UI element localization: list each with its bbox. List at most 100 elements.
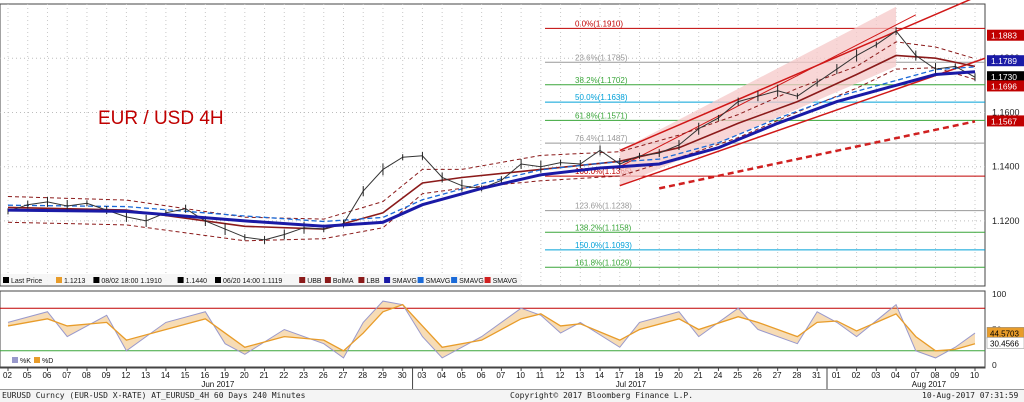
channel-lower-line — [619, 57, 986, 187]
day-tick-label: 20 — [674, 371, 683, 380]
eurusd-chart: 1.12001.14001.16001.18000.0%(1.1910)23.6… — [0, 0, 1024, 389]
stoch-legend-label: %K — [20, 358, 31, 365]
legend-label: SMAVG — [459, 278, 484, 285]
price-tag-bg — [987, 80, 1024, 92]
legend-label: SMAVG — [426, 278, 451, 285]
day-tick-label: 07 — [496, 371, 505, 380]
stoch-tag-label: 30.4566 — [990, 339, 1019, 348]
fibonacci-label: 150.0%(1.1093) — [575, 241, 632, 250]
price-tag-label: 1.1789 — [991, 56, 1017, 66]
upper-bollinger-band — [7, 41, 976, 220]
legend-swatch — [324, 277, 331, 283]
day-tick-label: 06 — [477, 371, 486, 380]
dashed-red-sma — [658, 120, 976, 190]
day-tick-label: 04 — [437, 371, 446, 380]
legend-swatch — [93, 277, 100, 283]
fibonacci-label: 161.8%(1.1029) — [575, 258, 632, 267]
day-tick-label: 26 — [319, 371, 328, 380]
legend-label: 1.1213 — [64, 278, 86, 285]
day-tick-label: 19 — [654, 371, 663, 380]
day-tick-label: 03 — [417, 371, 426, 380]
day-tick-label: 07 — [911, 371, 920, 380]
footer-instrument: EURUSD Curncy (EUR-USD X-RATE) AT_EURUSD… — [2, 391, 306, 400]
legend-label: Last Price — [11, 278, 42, 285]
day-tick-label: 12 — [121, 371, 130, 380]
fibonacci-label: 138.2%(1.1158) — [575, 223, 632, 232]
stoch-tag-bg — [986, 337, 1024, 349]
fibonacci-label: 23.6%(1.1785) — [575, 53, 628, 62]
stoch-k-line — [7, 300, 976, 359]
day-tick-label: 15 — [181, 371, 190, 380]
day-tick-label: 06 — [42, 371, 51, 380]
time-axis: 02 05 06 07 08 09 12 13 14 15 16 19 20 21 22 23 26 27 28 29… — [0, 366, 985, 389]
day-tick-label: 02 — [852, 371, 861, 380]
day-tick-label: 11 — [536, 371, 545, 380]
day-tick-label: 01 — [832, 371, 841, 380]
footer-copyright: Copyright© 2017 Bloomberg Finance L.P. — [510, 391, 694, 400]
stoch-legend-label: %D — [42, 358, 53, 365]
month-label: Jul 2017 — [616, 380, 647, 389]
price-line — [7, 30, 976, 241]
legend-swatch — [384, 277, 391, 283]
day-tick-label: 16 — [200, 371, 209, 380]
month-label: Jun 2017 — [201, 380, 234, 389]
fibonacci-label: 38.2%(1.1702) — [575, 76, 628, 85]
footer-bar: EURUSD Curncy (EUR-USD X-RATE) AT_EURUSD… — [0, 389, 1024, 402]
legend-label: BolMA — [333, 278, 354, 285]
stoch-d-line — [7, 303, 976, 352]
stoch-tick-label: 0 — [992, 360, 997, 370]
channel-mid-line — [619, 14, 917, 168]
legend-label: UBB — [307, 278, 322, 285]
day-tick-label: 07 — [62, 371, 71, 380]
legend-swatch — [215, 277, 221, 283]
legend-bar — [1, 274, 521, 285]
price-tag-label: 1.1883 — [991, 31, 1017, 41]
price-tick-label: 1.1200 — [992, 216, 1020, 226]
day-tick-label: 21 — [260, 371, 269, 380]
stoch-legend-swatch — [12, 357, 18, 363]
legend-label: LBB — [366, 278, 380, 285]
day-tick-label: 20 — [240, 371, 249, 380]
price-tag-bg — [987, 71, 1024, 83]
day-tick-label: 27 — [338, 371, 347, 380]
price-plot-frame — [0, 3, 986, 287]
day-tick-label: 29 — [378, 371, 387, 380]
day-tick-label: 05 — [23, 371, 32, 380]
dashed-blue-sma — [7, 66, 976, 223]
day-tick-label: 13 — [141, 371, 150, 380]
legend-swatch — [417, 277, 424, 283]
price-tick-label: 1.1400 — [992, 162, 1020, 172]
price-tag-label: 1.1696 — [991, 81, 1017, 91]
day-tick-label: 05 — [457, 371, 466, 380]
day-tick-label: 03 — [871, 371, 880, 380]
fibonacci-label: 100.0%(1.1365) — [575, 167, 632, 176]
day-tick-label: 12 — [556, 371, 565, 380]
price-tag-bg — [987, 115, 1024, 127]
day-tick-label: 09 — [102, 371, 111, 380]
day-tick-label: 25 — [733, 371, 742, 380]
legend-swatch — [3, 277, 9, 283]
day-tick-label: 21 — [694, 371, 703, 380]
legend-label: SMAVG — [392, 278, 417, 285]
fibonacci-label: 50.0%(1.1638) — [575, 93, 628, 102]
day-tick-label: 26 — [753, 371, 762, 380]
stoch-legend-swatch — [34, 357, 40, 363]
day-tick-label: 08 — [931, 371, 940, 380]
fibonacci-label: 123.6%(1.1238) — [575, 202, 632, 211]
fibonacci-label: 76.4%(1.1487) — [575, 134, 628, 143]
price-tag-label: 1.1730 — [991, 72, 1017, 82]
price-tick-label: 1.1600 — [992, 107, 1020, 117]
stoch-tick-label: 100 — [992, 289, 1006, 299]
day-tick-label: 13 — [575, 371, 584, 380]
day-tick-label: 22 — [279, 371, 288, 380]
day-tick-label: 30 — [398, 371, 407, 380]
chart-title: EUR / USD 4H — [98, 108, 224, 129]
price-tag-bg — [987, 55, 1024, 67]
day-tick-label: 28 — [358, 371, 367, 380]
day-tick-label: 18 — [635, 371, 644, 380]
price-panel: 1.12001.14001.16001.18000.0%(1.1910)23.6… — [0, 0, 1024, 287]
day-tick-label: 27 — [773, 371, 782, 380]
legend-swatch — [451, 277, 458, 283]
channel-upper-line — [619, 0, 971, 152]
